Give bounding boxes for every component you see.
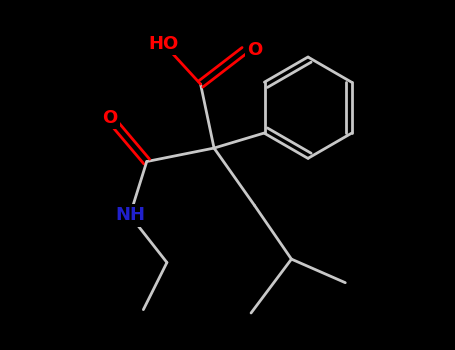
Text: NH: NH: [115, 206, 145, 224]
Text: O: O: [247, 42, 262, 60]
Text: HO: HO: [148, 35, 179, 53]
Text: O: O: [102, 109, 117, 127]
